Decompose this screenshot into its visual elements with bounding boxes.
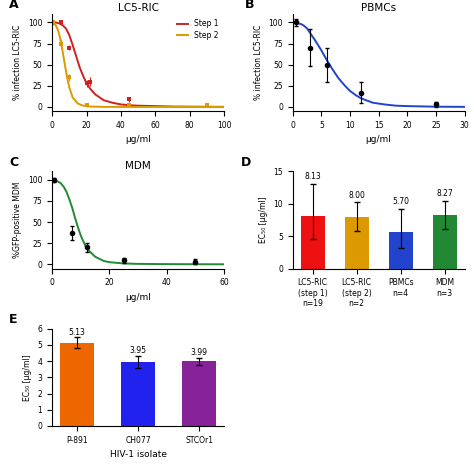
Text: 8.27: 8.27: [436, 189, 453, 198]
Y-axis label: %GFP-positive MDM: %GFP-positive MDM: [13, 182, 22, 258]
Bar: [345, 217, 369, 269]
Y-axis label: EC₅₀ [μg/ml]: EC₅₀ [μg/ml]: [23, 354, 32, 401]
Text: E: E: [9, 313, 18, 326]
Text: A: A: [9, 0, 19, 11]
Title: MDM: MDM: [125, 161, 151, 171]
Y-axis label: % infection LC5-RIC: % infection LC5-RIC: [13, 25, 22, 100]
Bar: [121, 362, 155, 426]
Text: 3.95: 3.95: [129, 346, 146, 355]
X-axis label: μg/ml: μg/ml: [125, 135, 151, 145]
Y-axis label: EC₅₀ [μg/ml]: EC₅₀ [μg/ml]: [259, 197, 268, 243]
Text: 5.70: 5.70: [392, 197, 409, 206]
Y-axis label: % infection LC5-RIC: % infection LC5-RIC: [254, 25, 263, 100]
Text: B: B: [245, 0, 254, 11]
X-axis label: HIV-1 isolate: HIV-1 isolate: [109, 450, 166, 459]
Text: 5.13: 5.13: [68, 328, 85, 336]
Text: D: D: [241, 155, 251, 168]
Bar: [301, 216, 325, 269]
Text: 8.00: 8.00: [348, 191, 365, 200]
Bar: [60, 343, 94, 426]
Bar: [389, 232, 413, 269]
Title: LC5-RIC: LC5-RIC: [118, 3, 158, 13]
Text: 3.99: 3.99: [191, 348, 208, 357]
Bar: [182, 361, 216, 426]
Bar: [432, 215, 457, 269]
Text: 8.13: 8.13: [304, 172, 321, 181]
Title: PBMCs: PBMCs: [361, 3, 396, 13]
Text: C: C: [9, 155, 18, 168]
Legend: Step 1, Step 2: Step 1, Step 2: [175, 18, 220, 41]
X-axis label: μg/ml: μg/ml: [365, 135, 392, 145]
X-axis label: μg/ml: μg/ml: [125, 293, 151, 302]
